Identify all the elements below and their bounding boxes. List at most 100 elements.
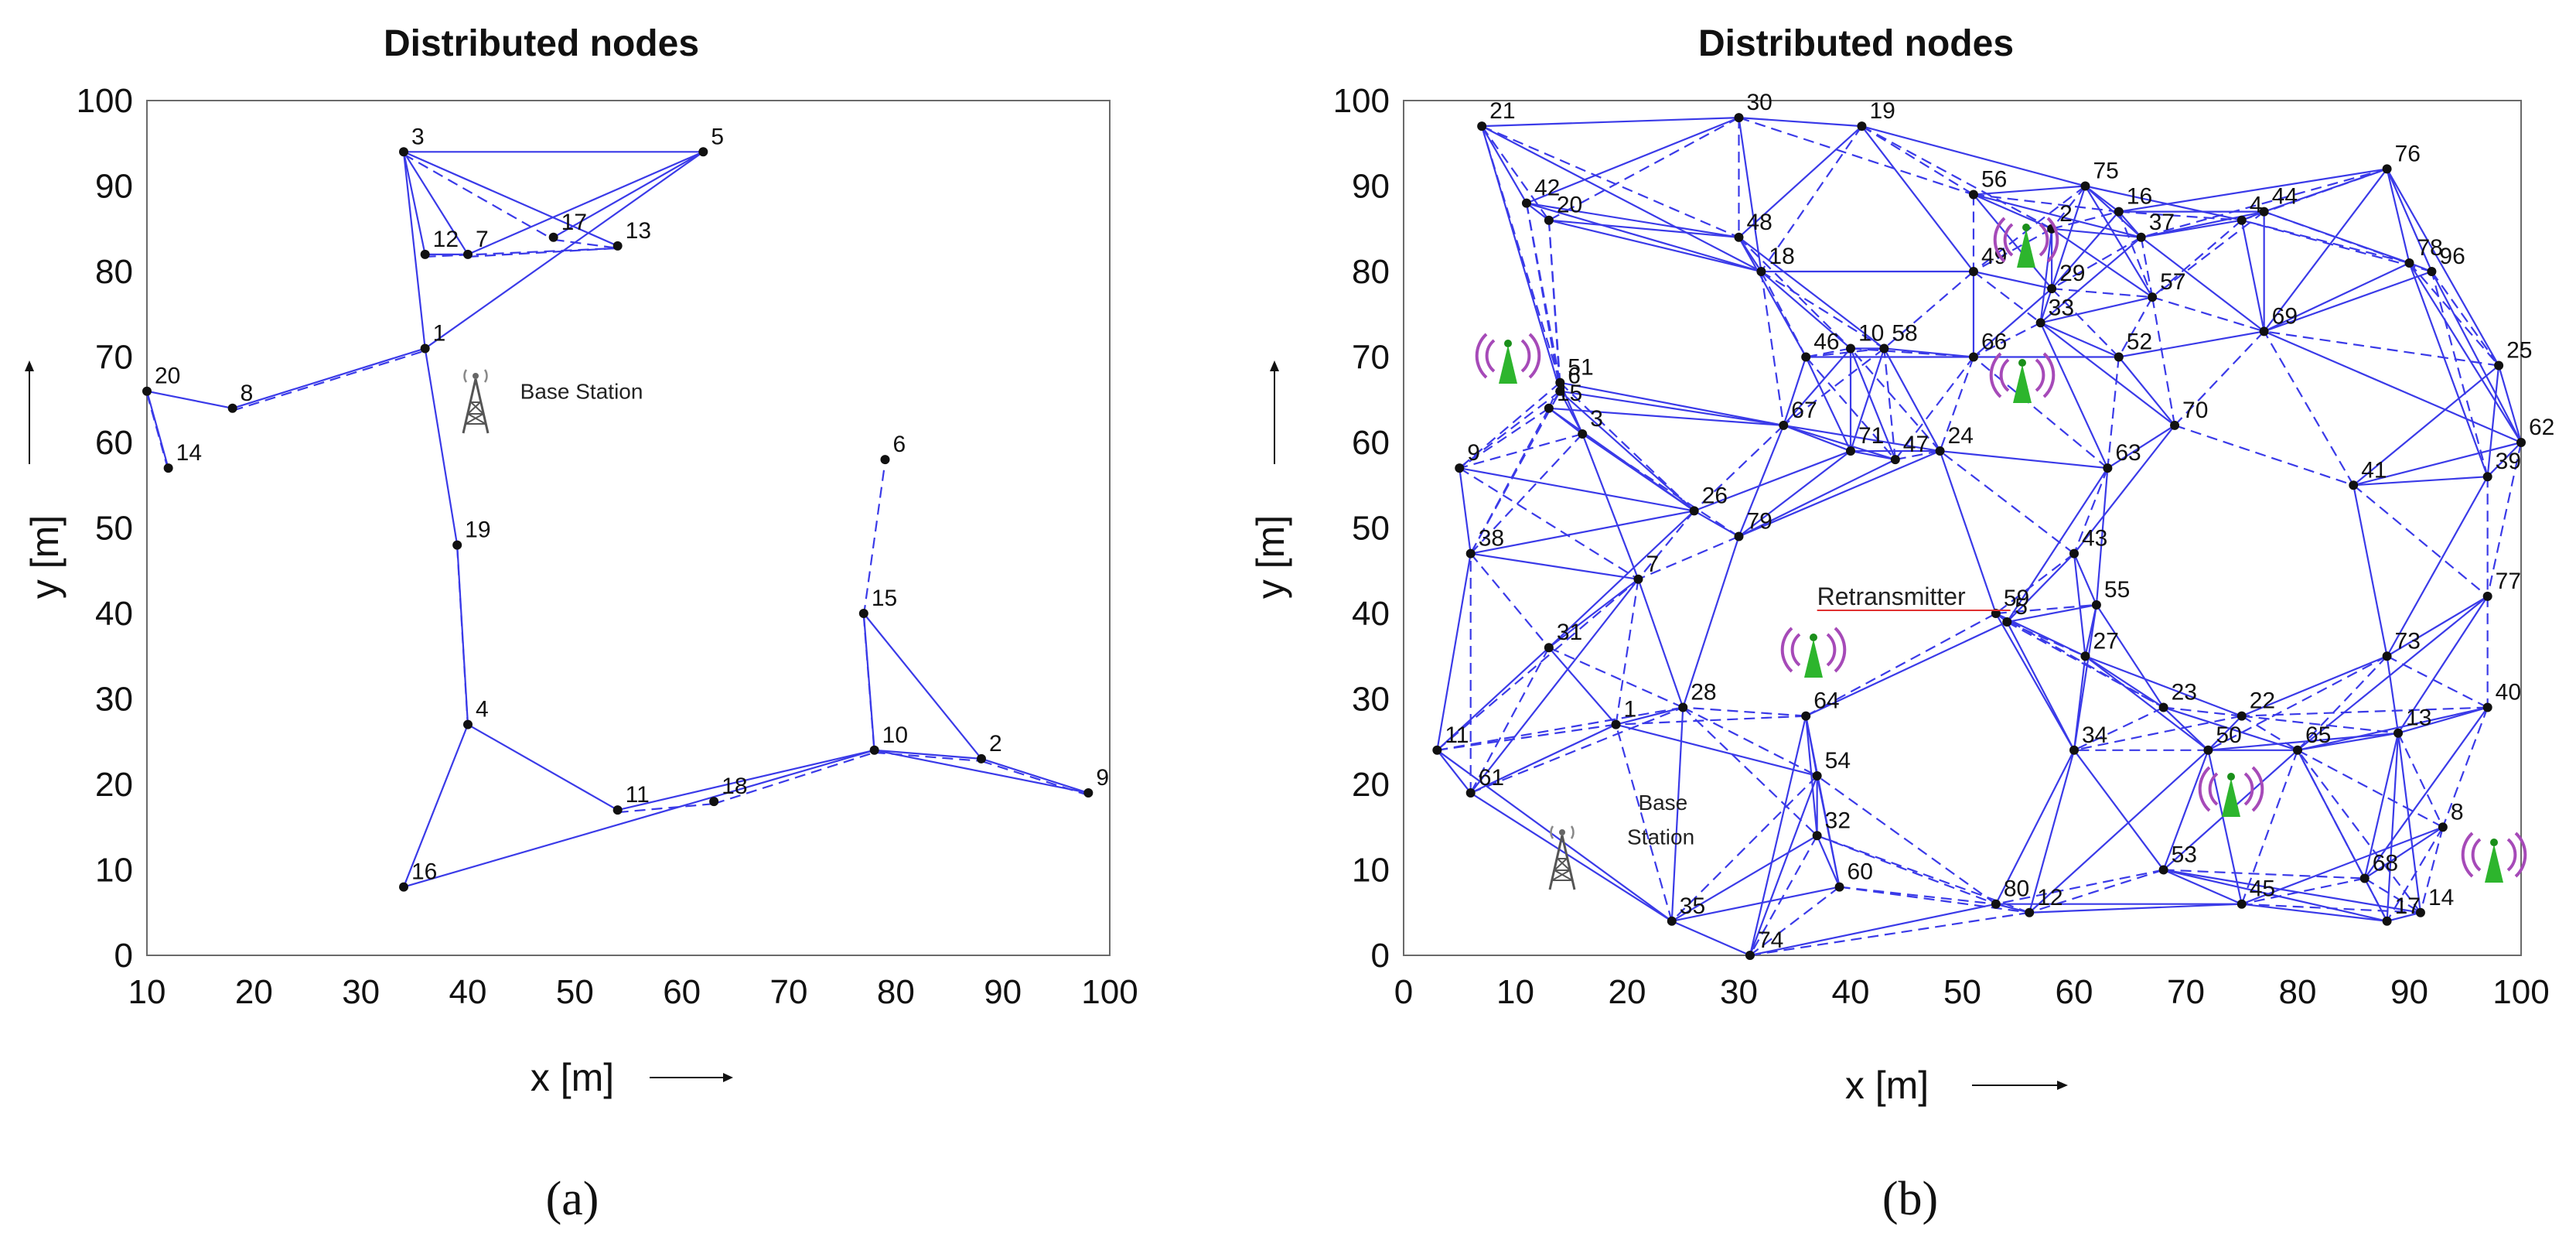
edge-line xyxy=(1436,647,1550,751)
node-label: 40 xyxy=(2496,680,2521,705)
edge-line xyxy=(1816,775,1841,887)
x-tick-label: 90 xyxy=(2390,973,2428,1011)
node-point xyxy=(1968,267,1978,276)
node-point xyxy=(2482,591,2492,601)
edge-line xyxy=(467,723,619,811)
x-tick-label: 10 xyxy=(128,973,166,1011)
node-label: 61 xyxy=(1479,765,1504,791)
edge-line xyxy=(2028,750,2076,914)
edge-line xyxy=(1470,706,1684,794)
node-label: 18 xyxy=(722,774,747,799)
node-label: 12 xyxy=(433,227,459,252)
y-tick-label: 10 xyxy=(95,852,133,890)
edge-line xyxy=(1849,348,1885,452)
node-point xyxy=(1801,711,1811,721)
edge-line xyxy=(2353,484,2489,597)
node-label: 8 xyxy=(2451,799,2464,825)
edge-line xyxy=(1671,920,1751,957)
node-label: 1 xyxy=(433,320,446,346)
edge-line xyxy=(1995,869,2164,905)
x-tick-label: 100 xyxy=(1081,973,1138,1011)
nodes-a xyxy=(142,147,1094,892)
edge-line xyxy=(1547,220,1561,391)
edge-line xyxy=(2431,271,2522,443)
edge-line xyxy=(2117,211,2154,298)
node-point xyxy=(2415,907,2425,917)
edge-line xyxy=(2051,210,2120,289)
edge-line xyxy=(2151,210,2265,299)
node-point xyxy=(1689,506,1699,516)
node-point xyxy=(2427,267,2437,276)
edge-line xyxy=(1560,390,1784,426)
x-tick-label: 20 xyxy=(235,973,273,1011)
node-label: 24 xyxy=(1948,423,1974,449)
edge-line xyxy=(2028,749,2209,914)
edge-line xyxy=(1459,390,1561,470)
node-point xyxy=(2359,873,2370,883)
edge-line xyxy=(1682,706,1818,837)
edge-line xyxy=(1436,749,1673,922)
edge-line xyxy=(2051,210,2120,230)
edge-line xyxy=(1470,510,1694,555)
node-point xyxy=(2080,181,2090,191)
edge-line xyxy=(1738,117,1974,196)
edge-line xyxy=(1638,535,1739,580)
y-tick-label: 100 xyxy=(77,82,133,120)
edge-line xyxy=(2353,441,2522,487)
y-tick-label: 0 xyxy=(114,937,133,975)
edge-line xyxy=(2386,476,2489,657)
edge-line xyxy=(2051,227,2141,238)
x-tick-label: 90 xyxy=(984,973,1022,1011)
edge-line xyxy=(2163,869,2387,922)
edge-line xyxy=(1548,219,1739,238)
edge-line xyxy=(2162,706,2209,751)
node-point xyxy=(1991,609,2001,618)
node-label: 5 xyxy=(711,124,724,149)
node-label: 41 xyxy=(2361,457,2387,483)
node-label: 15 xyxy=(1557,381,1582,406)
edge-line xyxy=(1671,775,1818,922)
y-tick-label: 90 xyxy=(95,168,133,206)
edge-line xyxy=(2073,553,2097,606)
edge-line xyxy=(1525,203,1561,391)
edge-line xyxy=(2141,168,2387,238)
node-label: 70 xyxy=(2182,398,2208,423)
edge-line xyxy=(2051,227,2153,299)
edge-line xyxy=(2151,296,2176,426)
node-label: 31 xyxy=(1557,620,1582,645)
edge-line xyxy=(1670,707,1684,921)
edge-line xyxy=(2241,219,2410,265)
node-label: 11 xyxy=(1445,722,1469,748)
y-tick-label: 100 xyxy=(1333,82,1390,120)
edge-line xyxy=(2107,424,2175,470)
node-label: 74 xyxy=(1758,927,1783,953)
edge-line xyxy=(2241,877,2365,905)
edge-line xyxy=(2174,424,2354,487)
node-point xyxy=(1544,403,1554,413)
node-point xyxy=(1846,343,1855,354)
y-tick-label: 90 xyxy=(1352,168,1390,206)
edge-line xyxy=(1437,723,1616,751)
edge-line xyxy=(2208,732,2399,751)
edge-line xyxy=(1783,357,1807,426)
edge-line xyxy=(2408,262,2499,367)
node-label: 73 xyxy=(2395,628,2421,654)
node-label: 10 xyxy=(1858,320,1884,346)
edge-line xyxy=(2085,185,2242,221)
node-point xyxy=(2393,728,2404,738)
edge-line xyxy=(1973,271,2042,324)
node-point xyxy=(1678,702,1688,712)
edge-line xyxy=(2039,228,2053,323)
node-point xyxy=(612,805,623,815)
edge-line xyxy=(1616,706,1684,726)
node-label: 57 xyxy=(2160,269,2185,295)
node-point xyxy=(420,343,430,354)
x-tick-label: 70 xyxy=(2167,973,2205,1011)
edge-line xyxy=(2241,826,2444,905)
edges-a xyxy=(145,151,1089,888)
edge-line xyxy=(1581,433,1740,538)
node-label: 51 xyxy=(1568,355,1593,381)
edge-line xyxy=(1637,510,1695,580)
edge-line xyxy=(1973,288,2052,358)
